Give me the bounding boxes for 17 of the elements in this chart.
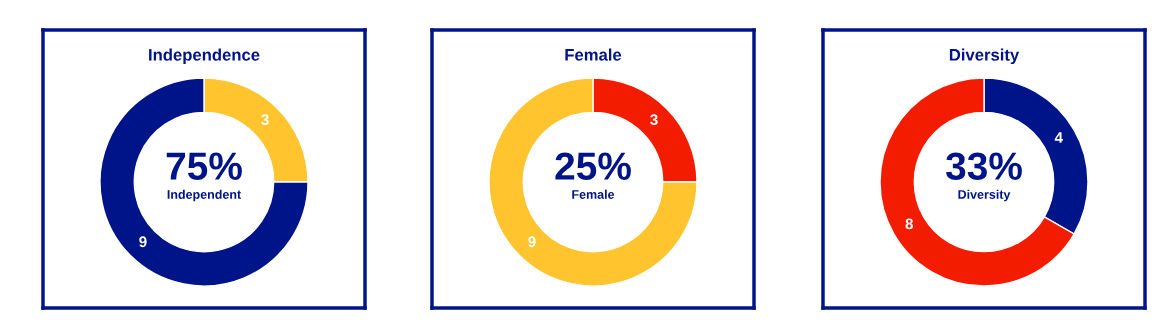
text: Diversity xyxy=(958,189,1011,202)
data-label: 4 xyxy=(1054,132,1063,143)
text: Female xyxy=(572,189,615,199)
data-label: 9 xyxy=(139,236,147,248)
donut-slice xyxy=(99,77,309,287)
data-label: 8 xyxy=(905,218,914,230)
text: 75% xyxy=(166,152,242,180)
text: 33% xyxy=(945,152,1022,181)
text: Independent xyxy=(167,189,241,202)
data-label: 3 xyxy=(261,114,269,126)
donut-slice xyxy=(488,77,698,287)
text: 25% xyxy=(555,152,631,180)
chart-title: Female xyxy=(565,48,622,61)
chart-title: Independence xyxy=(149,48,260,65)
data-label: 9 xyxy=(528,236,536,248)
chart-title: Diversity xyxy=(949,48,1020,65)
data-label: 3 xyxy=(650,114,658,126)
